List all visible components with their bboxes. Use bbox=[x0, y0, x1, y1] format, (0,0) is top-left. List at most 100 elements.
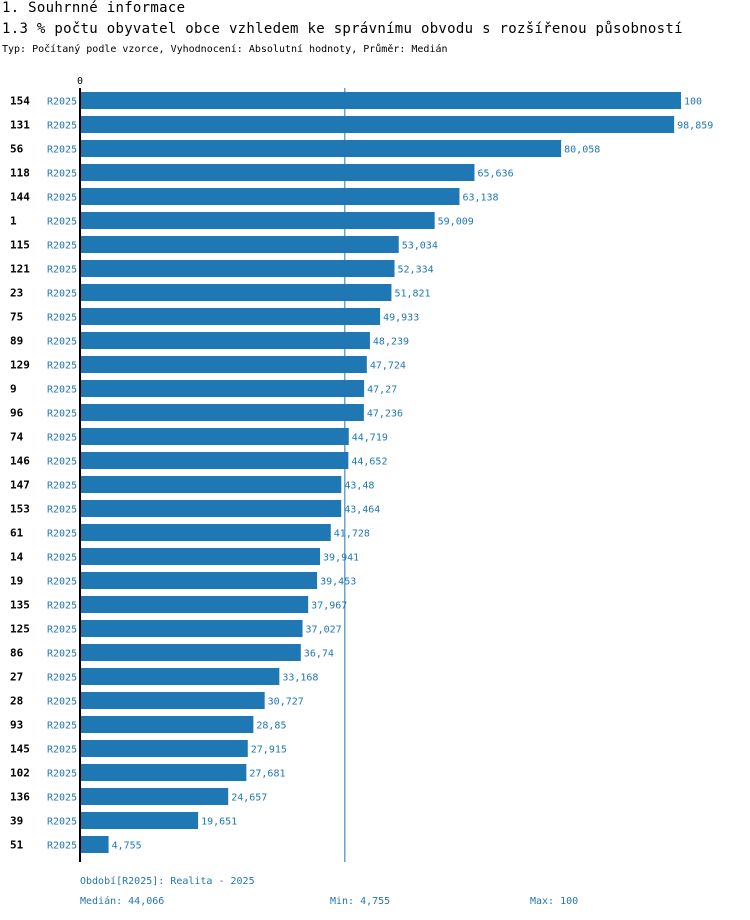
period-label: R2025 bbox=[47, 385, 77, 396]
bar bbox=[81, 788, 229, 805]
period-label: R2025 bbox=[47, 577, 77, 588]
value-label: 80,058 bbox=[564, 145, 600, 156]
value-label: 43,464 bbox=[344, 505, 380, 516]
bar bbox=[81, 116, 675, 133]
axis-zero-label: 0 bbox=[77, 76, 83, 87]
bar bbox=[81, 836, 109, 853]
value-label: 33,168 bbox=[282, 673, 318, 684]
bar bbox=[81, 644, 301, 661]
bar bbox=[81, 764, 247, 781]
period-label: R2025 bbox=[47, 745, 77, 756]
value-label: 36,74 bbox=[304, 649, 334, 660]
period-label: R2025 bbox=[47, 169, 77, 180]
value-label: 28,85 bbox=[256, 721, 286, 732]
category-label: 27 bbox=[10, 671, 23, 684]
value-label: 44,652 bbox=[351, 457, 387, 468]
value-label: 39,453 bbox=[320, 577, 356, 588]
period-label: R2025 bbox=[47, 529, 77, 540]
bar bbox=[81, 284, 392, 301]
value-label: 52,334 bbox=[398, 265, 434, 276]
category-label: 135 bbox=[10, 599, 30, 612]
chart-subtitle: Typ: Počítaný podle vzorce, Vyhodnocení:… bbox=[2, 44, 448, 55]
footer-min: Min: 4,755 bbox=[330, 896, 391, 907]
value-label: 30,727 bbox=[268, 697, 304, 708]
category-label: 74 bbox=[10, 431, 24, 444]
category-label: 56 bbox=[10, 143, 24, 156]
category-label: 102 bbox=[10, 767, 30, 780]
bar bbox=[81, 332, 370, 349]
bar bbox=[81, 812, 199, 829]
period-label: R2025 bbox=[47, 793, 77, 804]
category-label: 145 bbox=[10, 743, 30, 756]
bar bbox=[81, 236, 399, 253]
period-label: R2025 bbox=[47, 241, 77, 252]
value-label: 63,138 bbox=[462, 193, 498, 204]
value-label: 37,027 bbox=[306, 625, 342, 636]
value-label: 27,915 bbox=[251, 745, 287, 756]
bar bbox=[81, 260, 395, 277]
value-label: 53,034 bbox=[402, 241, 438, 252]
value-label: 37,967 bbox=[311, 601, 347, 612]
category-label: 154 bbox=[10, 95, 30, 108]
category-label: 153 bbox=[10, 503, 30, 516]
value-label: 47,724 bbox=[370, 361, 406, 372]
category-label: 51 bbox=[10, 839, 24, 852]
chart-title: 1.3 % počtu obyvatel obce vzhledem ke sp… bbox=[2, 21, 683, 37]
period-label: R2025 bbox=[47, 601, 77, 612]
period-label: R2025 bbox=[47, 697, 77, 708]
value-label: 49,933 bbox=[383, 313, 419, 324]
category-label: 14 bbox=[10, 551, 24, 564]
bar bbox=[81, 308, 381, 325]
bar bbox=[81, 212, 435, 229]
period-label: R2025 bbox=[47, 769, 77, 780]
bar bbox=[81, 596, 309, 613]
bar bbox=[81, 668, 280, 685]
period-label: R2025 bbox=[47, 409, 77, 420]
bar bbox=[81, 620, 303, 637]
category-label: 144 bbox=[10, 191, 30, 204]
value-label: 4,755 bbox=[112, 841, 142, 852]
bar bbox=[81, 476, 342, 493]
bar bbox=[81, 404, 364, 421]
bar bbox=[81, 716, 254, 733]
category-label: 89 bbox=[10, 335, 23, 348]
period-label: R2025 bbox=[47, 649, 77, 660]
category-label: 121 bbox=[10, 263, 30, 276]
value-label: 59,009 bbox=[438, 217, 474, 228]
period-label: R2025 bbox=[47, 553, 77, 564]
value-label: 44,719 bbox=[352, 433, 388, 444]
bar bbox=[81, 356, 367, 373]
bar bbox=[81, 572, 318, 589]
value-label: 51,821 bbox=[394, 289, 430, 300]
value-label: 41,728 bbox=[334, 529, 370, 540]
category-label: 1 bbox=[10, 215, 17, 228]
bar bbox=[81, 92, 681, 109]
category-label: 118 bbox=[10, 167, 30, 180]
period-label: R2025 bbox=[47, 505, 77, 516]
bar bbox=[81, 452, 349, 469]
category-label: 93 bbox=[10, 719, 23, 732]
value-label: 65,636 bbox=[477, 169, 513, 180]
bar bbox=[81, 164, 475, 181]
category-label: 136 bbox=[10, 791, 30, 804]
value-label: 48,239 bbox=[373, 337, 409, 348]
category-label: 19 bbox=[10, 575, 23, 588]
category-label: 28 bbox=[10, 695, 23, 708]
period-label: R2025 bbox=[47, 337, 77, 348]
value-label: 39,941 bbox=[323, 553, 359, 564]
category-label: 9 bbox=[10, 383, 17, 396]
value-label: 47,27 bbox=[367, 385, 397, 396]
period-label: R2025 bbox=[47, 193, 77, 204]
period-label: R2025 bbox=[47, 145, 77, 156]
bar bbox=[81, 428, 349, 445]
bar bbox=[81, 188, 460, 205]
period-label: R2025 bbox=[47, 289, 77, 300]
period-label: R2025 bbox=[47, 457, 77, 468]
bar bbox=[81, 740, 248, 757]
bar bbox=[81, 140, 562, 157]
value-label: 27,681 bbox=[249, 769, 285, 780]
period-label: R2025 bbox=[47, 313, 77, 324]
section-heading: 1. Souhrnné informace bbox=[2, 0, 186, 16]
category-label: 146 bbox=[10, 455, 30, 468]
